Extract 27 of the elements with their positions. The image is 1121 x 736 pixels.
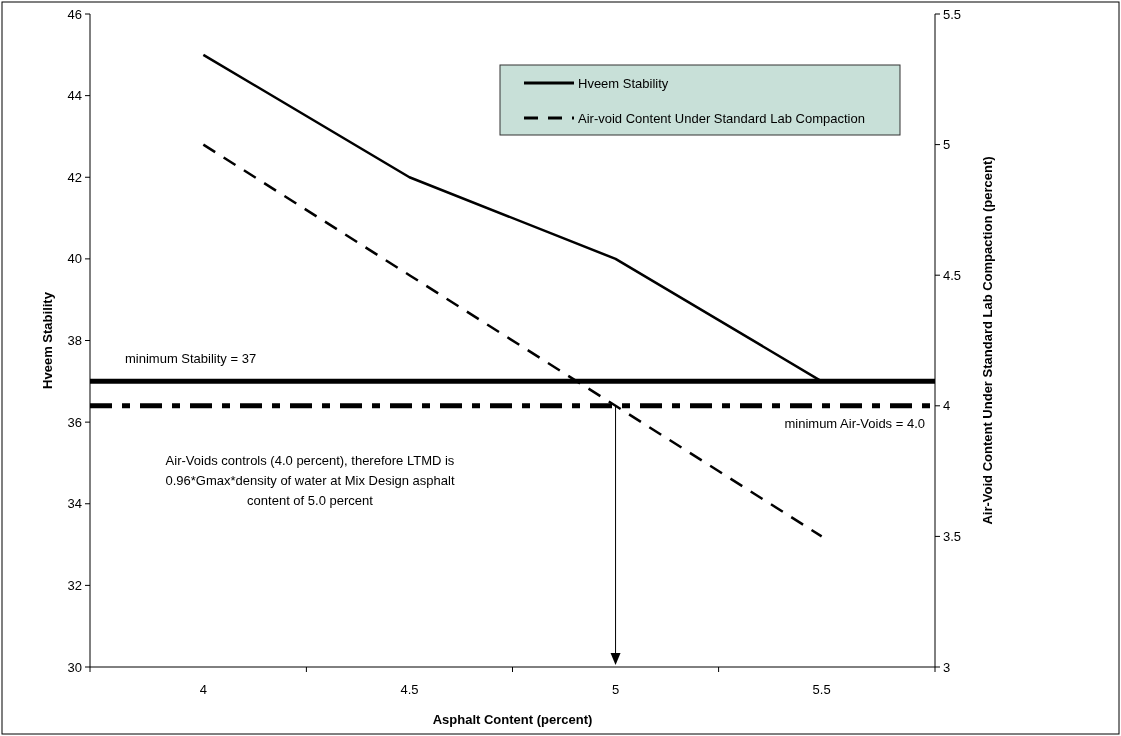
y-tick-label: 30 xyxy=(67,659,82,675)
x-tick-label: 5.5 xyxy=(812,682,831,697)
y-tick-label: 36 xyxy=(67,414,82,430)
legend-label: Hveem Stability xyxy=(578,75,669,91)
y2-tick-label: 3.5 xyxy=(943,528,962,544)
y2-tick-label: 5.5 xyxy=(943,6,962,22)
y-tick-label: 34 xyxy=(67,496,82,512)
legend-label: Air-void Content Under Standard Lab Compaction xyxy=(578,110,865,126)
y2-axis-title: Air-Void Content Under Standard Lab Compaction (percent) xyxy=(980,156,995,525)
annotation: Air-Voids controls (4.0 percent), therefore LTMD is 0.96*Gmax*density of water at Mix Design asphalt content of 5.0 percent xyxy=(165,453,455,508)
y-tick-label: 40 xyxy=(67,251,82,267)
y2-tick-label: 4.5 xyxy=(943,267,962,283)
y-tick-label: 46 xyxy=(67,6,82,22)
y2-tick-label: 4 xyxy=(943,398,951,414)
y-tick-label: 42 xyxy=(67,169,82,185)
x-tick-label: 4 xyxy=(199,682,207,697)
y2-tick-label: 3 xyxy=(943,659,951,675)
y-tick-label: 44 xyxy=(67,88,82,104)
ref-line-label: minimum Air-Voids = 4.0 xyxy=(784,415,925,431)
x-tick-label: 4.5 xyxy=(400,682,419,697)
y2-tick-label: 5 xyxy=(943,137,951,153)
y-axis-title: Hveem Stability xyxy=(40,291,55,389)
x-axis-title: Asphalt Content (percent) xyxy=(432,712,593,727)
ref-line-label: minimum Stability = 37 xyxy=(125,351,257,367)
y-tick-label: 38 xyxy=(67,333,82,349)
x-tick-label: 5 xyxy=(611,682,620,697)
y-tick-label: 32 xyxy=(67,577,82,593)
